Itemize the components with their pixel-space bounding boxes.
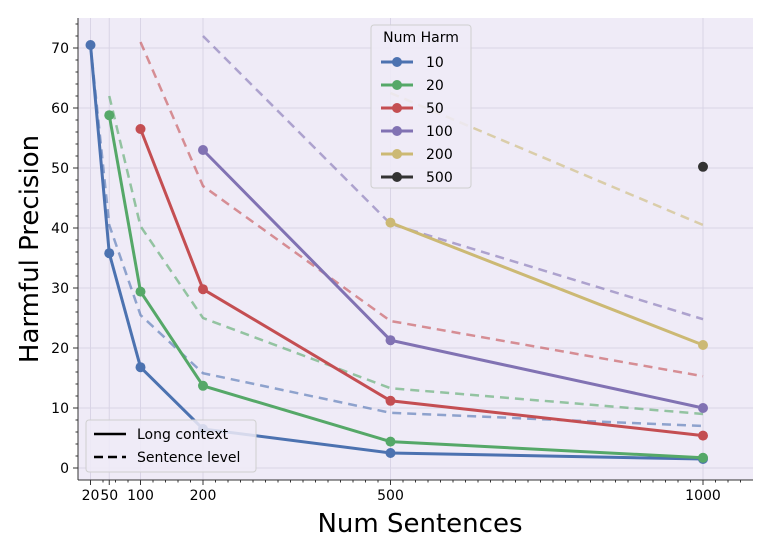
x-tick-label: 500 [377, 488, 404, 504]
series-10-point [385, 448, 396, 458]
series-20-point [385, 436, 396, 447]
style-legend-box [85, 419, 257, 473]
series-50-long-context-line [139, 128, 704, 438]
x-tick-label: 1000 [685, 488, 721, 504]
series-50-sentence-level-line [139, 41, 704, 378]
y-tick-label: 50 [51, 161, 69, 177]
series-20-point [198, 380, 208, 391]
x-tick-label: 20 [82, 488, 100, 504]
legend-marker-100 [392, 126, 402, 136]
y-tick-label: 70 [51, 41, 69, 57]
series-50-point [698, 430, 708, 441]
series-20-point [698, 452, 708, 463]
y-tick-label: 10 [51, 401, 69, 417]
y-tick-label: 20 [51, 341, 69, 357]
y-tick-label: 0 [60, 461, 69, 477]
series-500-point [698, 161, 708, 172]
legend-label-20: 20 [426, 78, 444, 94]
series-100-sentence-level-line [202, 35, 704, 321]
x-axis-title: Num Sentences [317, 509, 522, 539]
legend-label-500: 500 [426, 170, 453, 186]
series-100-point [698, 403, 708, 413]
legend-label-50: 50 [426, 101, 444, 117]
series-100-point [385, 335, 396, 346]
series-200-point [385, 217, 396, 228]
legend-title: Num Harm [383, 30, 459, 46]
series-10-sentence-level-line [89, 44, 704, 428]
legend-label-200: 200 [426, 147, 453, 163]
series-20-point [104, 110, 115, 121]
x-tick-label: 50 [100, 488, 118, 504]
y-tick-label: 30 [51, 281, 69, 297]
series-layer [85, 35, 708, 464]
series-10-point [85, 40, 96, 50]
style-legend-sentence-level: Sentence level [137, 450, 240, 466]
series-50-point [198, 284, 208, 295]
series-50-point [135, 124, 146, 134]
series-20-point [135, 286, 146, 297]
legend-marker-20 [392, 80, 402, 90]
legend-marker-10 [392, 57, 402, 67]
series-100-point [198, 145, 208, 155]
legend-line-style: Long context Sentence level [85, 419, 257, 473]
y-tick-label: 40 [51, 221, 69, 237]
legend-num-harm: Num Harm 10 20 50 100 200 500 [370, 24, 472, 189]
series-200-point [698, 340, 708, 350]
series-200-long-context-line [389, 221, 704, 347]
legend-label-100: 100 [426, 124, 453, 140]
legend-label-10: 10 [426, 55, 444, 71]
legend-marker-50 [392, 103, 402, 113]
style-legend-long-context: Long context [137, 427, 229, 443]
legend-marker-200 [392, 149, 402, 159]
y-axis-title: Harmful Precision [15, 135, 45, 363]
series-10-point [104, 248, 115, 259]
series-20-sentence-level-line [108, 95, 704, 416]
series-200-sentence-level-line [390, 91, 704, 227]
x-tick-label: 200 [190, 488, 217, 504]
series-10-point [135, 362, 146, 373]
x-tick-label: 100 [127, 488, 154, 504]
y-tick-label: 60 [51, 101, 69, 117]
legend-marker-500 [392, 172, 402, 182]
series-10-long-context-line [89, 44, 704, 461]
series-50-point [385, 395, 396, 406]
